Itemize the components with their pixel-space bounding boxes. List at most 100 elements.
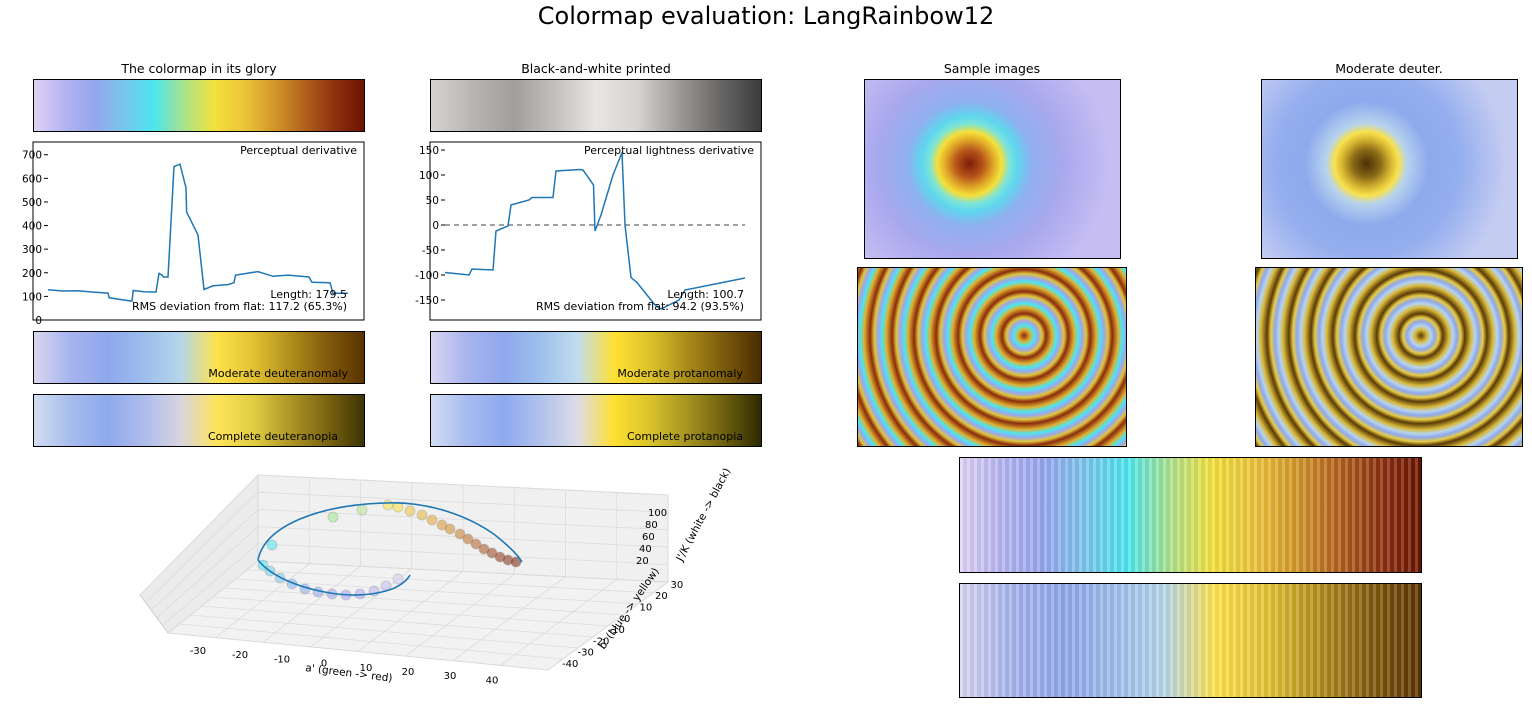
scatter-point: [454, 528, 466, 540]
scatter-point: [327, 511, 339, 523]
lightness-rms: RMS deviation from flat: 94.2 (93.5%): [536, 300, 744, 313]
x-tick-label: 20: [402, 667, 415, 678]
floor-grid-line: [179, 623, 564, 660]
y-tick-label: 30: [671, 580, 684, 591]
sample-image-blob: [864, 79, 1121, 259]
3d-grid: [139, 474, 669, 671]
z-tick-label: 20: [636, 556, 649, 567]
moderate-deuter-title: Moderate deuter.: [1335, 61, 1443, 76]
deuteranomaly-label: Moderate deuteranomaly: [208, 367, 348, 380]
protanopia-bar: Complete protanopia: [430, 394, 762, 447]
y-tick-label: 200: [22, 268, 42, 280]
x-tick-label: 30: [444, 671, 457, 682]
deuter-sample-image-pattern: [1255, 267, 1523, 447]
x-tick-label: 0: [321, 659, 327, 670]
x-tick-label: -30: [190, 646, 206, 657]
z-tick-label: 60: [642, 532, 655, 543]
side-grid-line: [167, 560, 259, 634]
y-tick-label: -50: [422, 245, 439, 257]
y-tick-label: -30: [578, 648, 594, 659]
y-tick-label: 600: [22, 173, 42, 185]
floor-grid-line: [190, 614, 579, 649]
z-tick-label: 40: [639, 544, 652, 555]
scatter-point: [416, 509, 428, 521]
scatter-point: [392, 501, 404, 513]
protanomaly-label: Moderate protanomaly: [617, 367, 743, 380]
floor-grid-line: [235, 578, 639, 605]
y-tick-label: 0: [432, 220, 439, 232]
scatter-point: [356, 504, 368, 516]
3d-axes-panes: [139, 474, 670, 671]
x-tick-label: -10: [274, 654, 290, 665]
x-tick-label: 40: [486, 675, 499, 686]
deuter-sample-image-blob: [1261, 79, 1518, 259]
side-grid-line: [145, 491, 259, 603]
back-grid-line: [257, 509, 669, 531]
y-tick-label: 300: [22, 244, 42, 256]
scatter-point: [404, 505, 416, 517]
scatter-point: [462, 533, 474, 545]
y-tick-label: 700: [22, 150, 42, 162]
deuter-stripe-test-bar: [959, 583, 1422, 698]
bw-title: Black-and-white printed: [521, 61, 671, 76]
lightness-series-line: [444, 152, 746, 310]
back-grid-line: [257, 474, 669, 496]
x-tick-label: -20: [232, 650, 248, 661]
y-tick-label: -20: [593, 636, 609, 647]
scatter-point: [510, 556, 522, 568]
perceptual-derivative-chart: 0 100 200 300 400 500 600 700 Perceptual deriva…: [22, 141, 365, 327]
deuteranopia-bar: Complete deuteranopia: [33, 394, 365, 447]
y-tick-label: 500: [22, 197, 42, 209]
back-grid-line: [257, 491, 669, 513]
scatter-point: [382, 499, 394, 511]
z-axis-label: J'/K (white -> black): [674, 466, 734, 564]
x-tick-label: 10: [360, 663, 373, 674]
protanomaly-bar: Moderate protanomaly: [430, 331, 762, 384]
x-axis-ticks: -30 -20 -10 0 10 20 30 40: [190, 646, 499, 686]
y-tick-label: 100: [419, 170, 439, 182]
y-tick-label: 0: [624, 614, 630, 625]
y-tick-label: 100: [22, 291, 42, 303]
side-grid-line: [150, 509, 259, 611]
derivative-length: Length: 179.5: [270, 288, 347, 301]
y-tick-label: 400: [22, 221, 42, 233]
figure-title: Colormap evaluation: LangRainbow12: [537, 2, 995, 30]
y-tick-label: -100: [415, 270, 439, 282]
sample-images-title: Sample images: [943, 61, 1041, 76]
floor-grid-line: [224, 587, 624, 616]
lightness-title: Perceptual lightness derivative: [584, 144, 754, 157]
floor-grid-line: [167, 632, 549, 671]
scatter-points: [257, 499, 522, 601]
deuteranomaly-bar: Moderate deuteranomaly: [33, 331, 365, 384]
protanopia-label: Complete protanopia: [626, 430, 743, 443]
floor-grid-line: [201, 605, 594, 638]
scatter-point: [444, 523, 456, 535]
y-tick-label: -40: [562, 659, 578, 670]
side-grid-line: [156, 526, 259, 619]
derivative-series-line: [47, 163, 348, 302]
scatter-point: [426, 514, 438, 526]
back-grid-line: [257, 543, 669, 565]
back-grid-line: [257, 560, 669, 583]
y-tick-label: 0: [35, 315, 42, 327]
z-tick-label: 100: [648, 508, 667, 519]
y-tick-label: -150: [415, 295, 439, 307]
colormap-glory-bar: [33, 79, 365, 132]
y-tick-label: 10: [640, 603, 653, 614]
floor-grid-line: [212, 596, 609, 627]
lightness-length: Length: 100.7: [667, 288, 744, 301]
deuteranopia-label: Complete deuteranopia: [207, 430, 338, 443]
y-tick-label: 150: [419, 145, 439, 157]
scatter-point: [470, 538, 482, 550]
y-tick-label: -10: [609, 625, 625, 636]
side-grid-line: [162, 543, 259, 626]
plot-frame: [32, 141, 365, 321]
floor-grid-line: [246, 569, 654, 594]
y-tick-label: 20: [655, 591, 668, 602]
colormap-path-curve: [257, 502, 523, 596]
colormap-stripe-test-bar: [959, 457, 1422, 573]
derivative-rms: RMS deviation from flat: 117.2 (65.3%): [132, 300, 347, 313]
side-grid-line: [139, 474, 259, 596]
colormap-bw-bar: [430, 79, 762, 132]
